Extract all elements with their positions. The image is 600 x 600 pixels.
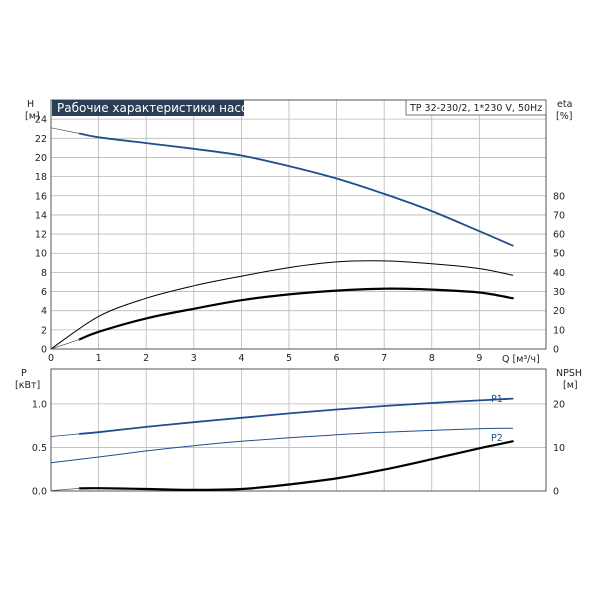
lower-series-line-0 (78, 397, 514, 435)
upper-grid (50, 100, 546, 350)
upper-series-line-1 (50, 127, 80, 134)
right-tick-label: 70 (553, 210, 565, 221)
right-tick-label: 0 (553, 345, 559, 356)
lower-tick-labels: 0.0 0.5 1.0 0 10 20 (32, 399, 565, 497)
x-tick-label: 5 (286, 353, 292, 364)
info-box (405, 99, 547, 116)
right-tick-label: 10 (553, 443, 565, 454)
right-tick-label: 20 (553, 306, 565, 317)
lower-plot-frame (50, 368, 547, 492)
left-tick-label: 24 (35, 115, 47, 126)
lower-series-line-2 (50, 427, 514, 464)
upper-plot-frame (50, 99, 547, 350)
right-axis-unit-npsh: [м] (563, 380, 578, 391)
lower-series-line-4 (50, 488, 80, 491)
upper-series-line-0 (78, 132, 514, 247)
left-tick-label: 0 (41, 345, 47, 356)
x-tick-label: 3 (191, 353, 197, 364)
left-tick-label: 14 (35, 210, 47, 221)
series-label-p2: P2 (491, 433, 503, 444)
lower-series-line-1 (50, 433, 80, 437)
x-tick-label: 6 (334, 353, 340, 364)
left-tick-label: 12 (35, 230, 47, 241)
right-tick-label: 80 (553, 191, 565, 202)
right-axis-label-npsh: NPSH (556, 368, 582, 379)
right-tick-label: 50 (553, 249, 565, 260)
left-tick-label: 0.0 (32, 487, 47, 498)
left-tick-label: 0.5 (32, 443, 47, 454)
x-axis-unit-label: Q [м³/ч] (502, 354, 540, 365)
info-text: TP 32-230/2, 1*230 V, 50Hz (409, 103, 542, 114)
right-tick-label: 0 (553, 487, 559, 498)
left-axis-unit-p: [кВт] (15, 380, 40, 391)
left-tick-label: 1.0 (32, 399, 47, 410)
left-axis-unit-h: [м] (25, 111, 40, 122)
right-tick-label: 30 (553, 287, 565, 298)
lower-series-line-3 (78, 440, 514, 492)
x-tick-label: 7 (381, 353, 387, 364)
left-tick-label: 8 (41, 268, 47, 279)
title-banner (52, 100, 244, 116)
right-axis-label-eta: eta (557, 99, 572, 110)
x-tick-label: 0 (48, 353, 54, 364)
left-axis-label-h: H (27, 99, 34, 110)
left-axis-label-p: P (21, 368, 27, 379)
x-tick-label: 1 (96, 353, 102, 364)
chart-title: Рабочие характеристики насоса (57, 101, 262, 115)
left-tick-label: 4 (41, 306, 47, 317)
left-tick-label: 16 (35, 191, 47, 202)
x-tick-label: 8 (429, 353, 435, 364)
left-tick-label: 10 (35, 249, 47, 260)
upper-series-line-2 (50, 260, 514, 350)
right-tick-label: 40 (553, 268, 565, 279)
lower-series (50, 397, 514, 492)
upper-series (50, 127, 514, 350)
x-tick-label: 4 (238, 353, 244, 364)
upper-series-line-4 (50, 339, 80, 350)
left-tick-label: 6 (41, 287, 47, 298)
right-axis-unit-eta: [%] (556, 111, 572, 122)
left-tick-label: 20 (35, 153, 47, 164)
left-tick-label: 22 (35, 134, 47, 145)
x-tick-label: 2 (143, 353, 149, 364)
left-tick-label: 2 (41, 325, 47, 336)
upper-tick-labels: 0 1 2 3 4 5 6 7 8 9024681012141618202224010203040… (35, 115, 565, 364)
upper-series-line-3 (78, 287, 514, 341)
x-tick-label: 9 (476, 353, 482, 364)
right-tick-label: 10 (553, 325, 565, 336)
left-tick-label: 18 (35, 172, 47, 183)
right-tick-label: 20 (553, 399, 565, 410)
series-label-p1: P1 (491, 394, 503, 405)
right-tick-label: 60 (553, 230, 565, 241)
